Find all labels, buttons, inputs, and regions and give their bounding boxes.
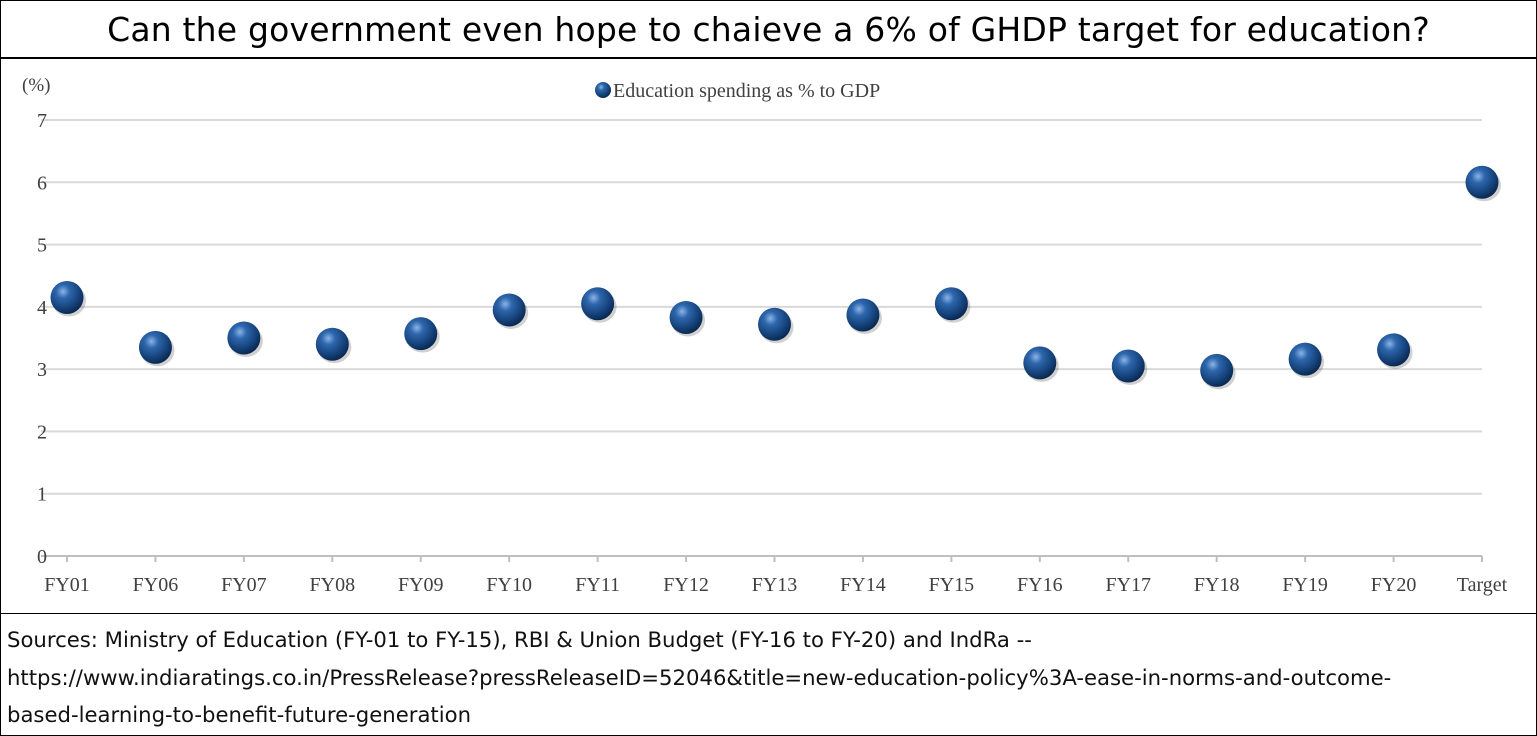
- data-point-marker: [1023, 346, 1057, 380]
- x-tick-label: FY18: [1194, 574, 1240, 596]
- y-tick-labels: 0 1 2 3 4 5 6 7: [37, 110, 47, 568]
- y-tick-label: 7: [37, 110, 47, 132]
- y-tick-label: 0: [37, 546, 47, 568]
- data-point: [492, 293, 529, 329]
- data-point-marker: [934, 287, 968, 321]
- data-point: [846, 298, 882, 334]
- y-tick-label: 5: [37, 235, 47, 257]
- data-point-marker: [404, 317, 438, 351]
- chart-svg: (%) Education spending as % to GDP 0 1 2 3 4…: [22, 75, 1508, 596]
- data-point: [581, 287, 617, 323]
- x-tick-label: FY19: [1282, 574, 1328, 596]
- data-point-marker: [227, 321, 261, 355]
- data-point-marker: [138, 330, 172, 364]
- data-points: [50, 165, 1501, 390]
- sources-note: Sources: Ministry of Education (FY-01 to…: [7, 627, 1392, 727]
- y-tick-label: 6: [37, 172, 47, 194]
- x-tick-label: FY07: [221, 574, 267, 596]
- legend: Education spending as % to GDP: [595, 80, 880, 102]
- legend-label: Education spending as % to GDP: [613, 80, 880, 102]
- y-tick-label: 4: [37, 297, 47, 319]
- x-tick-label: FY20: [1371, 574, 1417, 596]
- x-tick-label: FY13: [752, 574, 798, 596]
- axes: [41, 555, 1483, 562]
- data-point: [138, 330, 175, 367]
- x-tick-label: FY08: [310, 574, 356, 596]
- data-point-marker: [1377, 333, 1411, 367]
- data-point: [669, 300, 706, 337]
- data-point: [934, 287, 971, 323]
- data-point-marker: [1465, 165, 1499, 199]
- y-tick-label: 3: [37, 359, 47, 381]
- data-point-marker: [1111, 349, 1145, 383]
- x-tick-label: FY12: [663, 574, 709, 596]
- y-tick-label: 2: [37, 421, 47, 443]
- data-point: [315, 327, 352, 364]
- data-point: [1200, 353, 1236, 390]
- x-tick-label: FY14: [840, 574, 886, 596]
- data-point-marker: [1288, 342, 1322, 376]
- data-point: [1111, 349, 1148, 386]
- page-title: Can the government even hope to chaieve …: [1, 1, 1536, 59]
- x-tick-label: FY16: [1017, 574, 1063, 596]
- data-point: [1288, 342, 1325, 379]
- data-point-marker: [846, 298, 880, 332]
- x-tick-label: FY10: [486, 574, 532, 596]
- data-point-marker: [581, 287, 615, 321]
- x-tick-label: FY15: [929, 574, 975, 596]
- data-point-marker: [492, 293, 526, 327]
- data-point: [758, 307, 794, 344]
- data-point-marker: [315, 327, 349, 361]
- data-point: [404, 317, 440, 353]
- x-tick-label: FY06: [133, 574, 179, 596]
- y-tick-label: 1: [37, 484, 47, 506]
- data-point-marker: [669, 300, 703, 334]
- legend-marker: [595, 82, 611, 98]
- x-tick-label: FY09: [398, 574, 444, 596]
- data-point: [227, 321, 263, 357]
- data-point-marker: [1200, 353, 1234, 387]
- data-point: [1465, 165, 1501, 202]
- x-tick-label: FY11: [575, 574, 620, 596]
- y-unit-label: (%): [22, 75, 50, 96]
- x-tick-label: FY01: [44, 574, 90, 596]
- x-tick-label: FY17: [1105, 574, 1151, 596]
- data-point: [1023, 346, 1059, 382]
- chart-area: (%) Education spending as % to GDP 0 1 2 3 4…: [1, 59, 1536, 614]
- data-point: [1377, 333, 1413, 369]
- data-point-marker: [50, 281, 84, 315]
- x-tick-labels: FY01 FY06 FY07 FY08 FY09 FY10 FY11 FY12 FY13 FY14…: [44, 574, 1507, 596]
- data-point-marker: [758, 307, 791, 341]
- gridlines: [41, 119, 1482, 495]
- x-tick-label: Target: [1457, 574, 1508, 596]
- data-point: [50, 281, 86, 317]
